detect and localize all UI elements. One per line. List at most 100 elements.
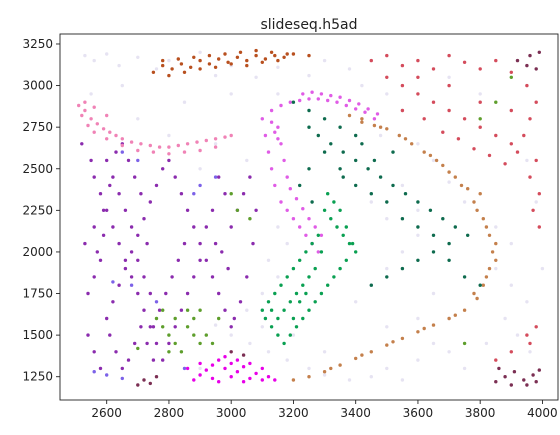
data-point	[472, 147, 476, 151]
data-point	[189, 65, 193, 70]
data-point	[86, 333, 90, 337]
data-point	[385, 53, 389, 58]
data-point	[198, 373, 202, 377]
data-point	[263, 133, 268, 138]
data-point	[136, 346, 140, 351]
data-point	[291, 333, 296, 337]
data-point	[213, 145, 218, 149]
data-point	[279, 283, 283, 287]
data-point	[248, 361, 252, 366]
data-point	[223, 135, 227, 139]
data-point	[528, 350, 532, 354]
data-point	[108, 333, 112, 337]
data-point	[167, 350, 171, 354]
data-point	[273, 291, 277, 296]
data-point	[213, 175, 218, 179]
data-point	[126, 358, 131, 362]
data-point	[276, 275, 280, 279]
data-point	[198, 183, 202, 188]
data-point	[431, 158, 436, 163]
data-point	[126, 158, 131, 163]
data-point	[372, 158, 377, 163]
data-point	[182, 70, 187, 75]
data-point	[217, 175, 221, 179]
data-point	[226, 60, 230, 64]
data-point	[494, 133, 498, 138]
data-point	[472, 200, 476, 204]
data-point	[294, 291, 299, 296]
data-point	[385, 366, 389, 371]
data-point	[139, 325, 143, 329]
data-point	[385, 127, 389, 131]
data-point	[229, 92, 233, 96]
data-point	[198, 241, 202, 246]
data-point	[273, 378, 277, 382]
data-point	[447, 350, 451, 354]
data-point	[229, 62, 233, 66]
data-point	[494, 225, 498, 229]
y-tick-label: 1250	[22, 370, 53, 384]
data-point	[117, 63, 121, 68]
data-point	[347, 113, 352, 118]
data-point	[378, 125, 383, 129]
data-point	[161, 167, 165, 171]
data-point	[129, 250, 134, 254]
data-point	[161, 358, 165, 362]
data-point	[291, 266, 296, 271]
data-point	[441, 130, 445, 134]
data-point	[288, 100, 292, 104]
data-point	[151, 358, 156, 362]
data-point	[223, 366, 227, 371]
data-point	[288, 187, 292, 191]
data-point	[136, 148, 140, 153]
data-point	[282, 308, 286, 312]
data-point	[453, 225, 457, 229]
data-point	[322, 117, 327, 121]
data-point	[136, 233, 140, 237]
data-point	[462, 200, 467, 204]
data-point	[210, 376, 215, 381]
data-point	[142, 308, 146, 312]
data-point	[167, 341, 171, 346]
data-point	[528, 175, 532, 179]
data-point	[266, 258, 271, 262]
data-point	[170, 67, 174, 71]
data-point	[301, 92, 305, 96]
data-point	[537, 225, 541, 229]
data-point	[288, 333, 292, 337]
data-point	[400, 266, 405, 271]
data-point	[322, 350, 327, 354]
data-point	[167, 333, 171, 337]
data-point	[176, 143, 180, 148]
data-point	[92, 58, 96, 63]
data-point	[307, 366, 311, 371]
data-point	[515, 333, 520, 337]
data-point	[326, 283, 330, 287]
data-point	[537, 50, 541, 54]
data-point	[276, 137, 280, 141]
data-point	[509, 75, 513, 80]
data-point	[167, 145, 171, 149]
data-point	[154, 341, 159, 346]
data-point	[385, 325, 389, 329]
data-point	[350, 241, 355, 246]
data-point	[105, 373, 109, 377]
data-point	[329, 366, 333, 371]
x-tick-label: 3200	[278, 406, 309, 420]
data-point	[366, 167, 370, 171]
data-point	[263, 316, 268, 321]
data-point	[136, 55, 140, 59]
data-point	[123, 266, 128, 271]
data-point	[77, 103, 81, 108]
data-point	[83, 100, 87, 104]
data-point	[260, 308, 264, 312]
data-point	[151, 70, 156, 75]
data-point	[534, 158, 538, 163]
data-point	[167, 58, 171, 63]
data-point	[338, 95, 342, 99]
data-point	[481, 217, 485, 221]
data-point	[369, 58, 373, 63]
data-point	[114, 350, 118, 354]
data-point	[294, 197, 299, 201]
